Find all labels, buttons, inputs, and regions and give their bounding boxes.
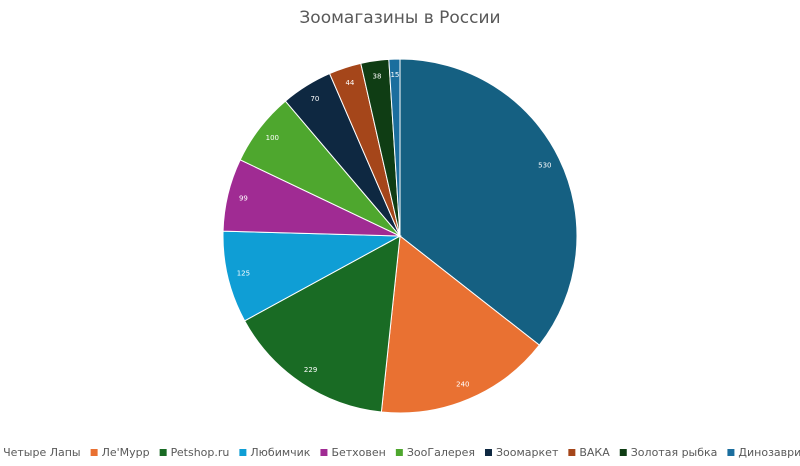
legend-label: ЗооГалерея xyxy=(407,446,475,459)
legend-label: Любимчик xyxy=(250,446,310,459)
chart-title: Зоомагазины в России xyxy=(299,8,500,28)
legend-swatch xyxy=(90,449,98,456)
data-label: 44 xyxy=(345,79,354,87)
legend-swatch xyxy=(619,449,627,456)
data-label: 38 xyxy=(373,73,382,81)
legend-swatch xyxy=(568,449,576,456)
legend-label: Четыре Лапы xyxy=(3,446,81,459)
data-label: 70 xyxy=(310,95,319,103)
legend-label: Золотая рыбка xyxy=(631,446,718,459)
pie-slice xyxy=(222,230,402,322)
data-label: 240 xyxy=(456,380,469,388)
legend-swatch xyxy=(484,449,492,456)
legend-label: Бетховен xyxy=(331,446,385,459)
legend-label: Динозаврик xyxy=(738,446,800,459)
legend-swatch xyxy=(239,449,247,456)
legend-swatch xyxy=(320,449,328,456)
legend-swatch xyxy=(159,449,167,456)
pie-slice xyxy=(388,58,401,237)
pie-slice xyxy=(399,58,578,346)
data-label: 100 xyxy=(266,134,279,142)
legend: Четыре Лапы Ле'Мурр Petshop.ru Любимчик Бетх… xyxy=(3,446,800,459)
data-label: 229 xyxy=(304,366,317,374)
data-label: 99 xyxy=(239,194,248,202)
pie-slice xyxy=(380,235,541,414)
data-label: 15 xyxy=(390,71,399,79)
legend-label: Зоомаркет xyxy=(496,446,559,459)
legend-swatch xyxy=(395,449,403,456)
data-label: 530 xyxy=(538,161,551,169)
legend-label: Petshop.ru xyxy=(171,446,230,459)
data-label: 125 xyxy=(237,270,250,278)
legend-label: ВАКА xyxy=(579,446,610,459)
legend-label: Ле'Мурр xyxy=(102,446,150,459)
pie-slice xyxy=(243,235,401,413)
legend-swatch xyxy=(727,449,735,456)
